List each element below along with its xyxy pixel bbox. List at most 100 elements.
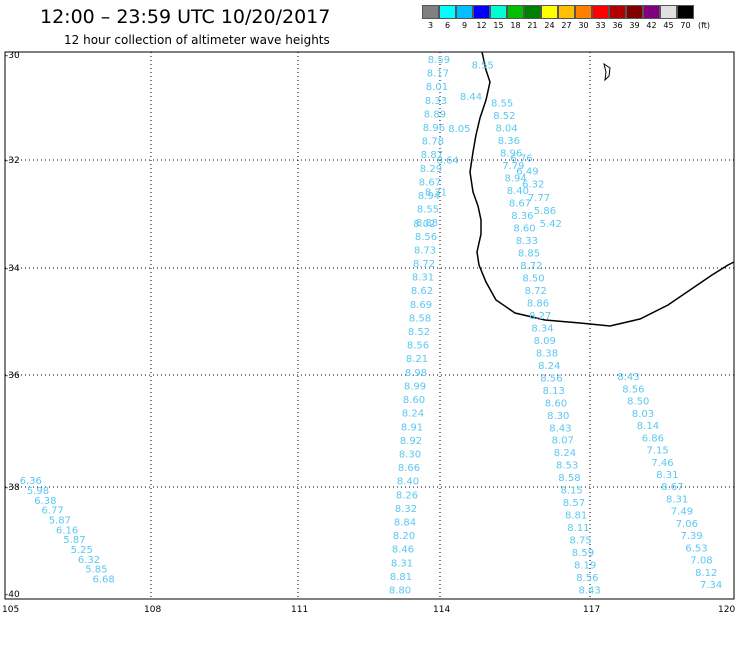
wave-height-label: 8.50: [522, 274, 544, 285]
wave-height-label: 8.66: [398, 463, 420, 474]
legend-label: 45: [663, 21, 674, 30]
wave-height-label: 8.58: [558, 473, 580, 484]
wave-height-label: 8.60: [545, 398, 567, 409]
wave-height-label: 8.69: [410, 300, 432, 311]
legend-label: 27: [561, 21, 572, 30]
wave-height-label: 8.14: [637, 421, 659, 432]
legend-label: 21: [527, 21, 538, 30]
wave-height-label: 5.25: [71, 545, 93, 556]
wave-height-label: 8.21: [406, 354, 428, 365]
wave-height-label: 8.88: [416, 218, 438, 229]
wave-height-label: 8.09: [534, 336, 556, 347]
wave-height-label: 8.43: [617, 372, 639, 383]
legend-swatch: [575, 5, 592, 19]
wave-height-label: 8.20: [393, 531, 415, 542]
wave-height-label: 8.80: [389, 586, 411, 597]
wave-height-label: 8.27: [529, 311, 551, 322]
wave-height-label: 8.55: [417, 205, 439, 216]
wave-height-label: 8.59: [572, 548, 594, 559]
wave-height-label: 8.91: [401, 422, 423, 433]
legend-swatch: [626, 5, 643, 19]
legend-swatch: [660, 5, 677, 19]
wave-height-label: 7.46: [651, 458, 673, 469]
wave-height-label: 8.07: [552, 436, 574, 447]
wave-height-label: 8.31: [412, 273, 434, 284]
wave-height-label: 8.31: [656, 470, 678, 481]
legend-swatch: [524, 5, 541, 19]
wave-height-label: 7.77: [528, 193, 550, 204]
wave-height-label: 8.44: [460, 92, 482, 103]
wave-height-label: 6.49: [516, 167, 538, 178]
page-title: 12:00 – 23:59 UTC 10/20/2017: [40, 6, 331, 28]
wave-height-label: 8.78: [422, 137, 444, 148]
wave-height-label: 8.67: [419, 177, 441, 188]
lon-label: 114: [433, 605, 450, 615]
wave-height-label: 8.43: [549, 423, 571, 434]
wave-height-label: 5.42: [540, 219, 562, 230]
lat-label: -34: [5, 264, 20, 274]
legend-label: 9: [461, 21, 468, 30]
legend-label: 12: [476, 21, 487, 30]
color-legend: 3 6 9 12 15 18 21 24 27 30 33 36 39 42 45 70 (ft): [422, 5, 710, 31]
wave-height-label: 8.31: [425, 187, 447, 198]
wave-height-label: 6.76: [510, 153, 532, 164]
legend-label: 36: [612, 21, 623, 30]
altimeter-tracks: 8.59 8.17 8.01 8.33 8.89 8.96 8.78 8.87 8.29 8.67…: [20, 55, 723, 597]
wave-height-label: 8.38: [536, 348, 558, 359]
lat-label: -36: [5, 371, 20, 381]
legend-label: 18: [510, 21, 521, 30]
lon-label: 105: [2, 605, 19, 615]
wave-height-label: 8.98: [405, 368, 427, 379]
wave-height-label: 8.56: [407, 341, 429, 352]
wave-height-label: 8.57: [563, 498, 585, 509]
legend-swatch: [439, 5, 456, 19]
wave-height-label: 8.81: [390, 572, 412, 583]
wave-height-label: 8.24: [402, 409, 424, 420]
legend-swatch: [507, 5, 524, 19]
wave-height-label: 7.34: [700, 580, 722, 591]
legend-swatch: [609, 5, 626, 19]
wave-height-label: 8.72: [413, 259, 435, 270]
legend-swatch: [456, 5, 473, 19]
legend-swatch: [592, 5, 609, 19]
lon-label: 111: [291, 605, 308, 615]
wave-height-label: 8.81: [565, 511, 587, 522]
lat-label: -30: [5, 51, 20, 61]
legend-label: 24: [544, 21, 555, 30]
wave-height-label: 6.36: [20, 476, 42, 487]
wave-height-label: 8.30: [399, 450, 421, 461]
legend-swatch: [490, 5, 507, 19]
lon-label: 108: [144, 605, 161, 615]
lat-label: -40: [5, 590, 20, 600]
wave-height-label: 8.01: [426, 82, 448, 93]
lat-label: -32: [5, 156, 20, 166]
wave-height-label: 8.12: [695, 568, 717, 579]
wave-height-label: 8.29: [420, 164, 442, 175]
wave-height-label: 8.64: [437, 156, 459, 167]
wave-height-label: 8.24: [554, 448, 576, 459]
wave-height-label: 8.40: [507, 186, 529, 197]
wave-height-label: 8.40: [397, 477, 419, 488]
wave-height-label: 8.55: [472, 60, 494, 71]
wave-height-label: 8.04: [496, 124, 518, 135]
wave-height-label: 8.24: [538, 361, 560, 372]
legend-swatch: [558, 5, 575, 19]
wave-height-label: 8.15: [561, 486, 583, 497]
wave-height-label: 8.84: [394, 518, 416, 529]
wave-height-label: 8.05: [448, 124, 470, 135]
wave-height-label: 8.17: [427, 69, 449, 80]
grid: [5, 52, 734, 599]
wave-height-label: 8.58: [409, 313, 431, 324]
wave-height-label: 8.36: [511, 211, 533, 222]
wave-height-label: 8.02: [413, 219, 435, 230]
wave-height-label: 6.16: [56, 525, 78, 536]
wave-height-label: 7.39: [681, 531, 703, 542]
legend-label: 3: [427, 21, 434, 30]
wave-height-label: 8.59: [428, 55, 450, 66]
wave-height-label: 8.96: [423, 123, 445, 134]
wave-height-label: 6.38: [34, 496, 56, 507]
wave-height-label: 8.31: [391, 558, 413, 569]
wave-height-label: 7.08: [690, 556, 712, 567]
wave-height-label: 8.56: [540, 373, 562, 384]
